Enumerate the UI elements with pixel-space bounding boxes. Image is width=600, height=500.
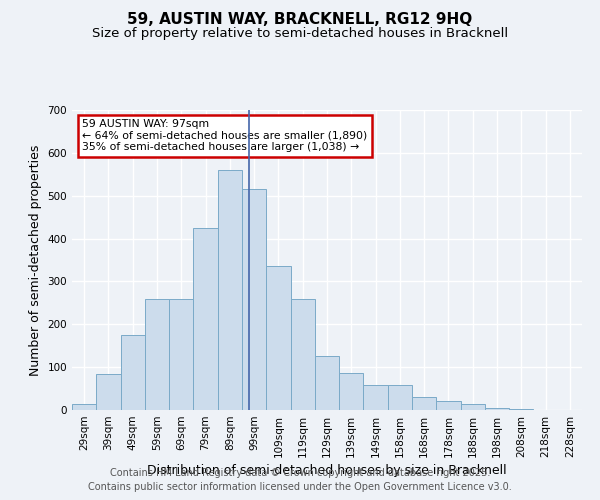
- Bar: [388, 385, 412, 410]
- Bar: [412, 397, 436, 410]
- Text: 59, AUSTIN WAY, BRACKNELL, RG12 9HQ: 59, AUSTIN WAY, BRACKNELL, RG12 9HQ: [127, 12, 473, 28]
- Text: Size of property relative to semi-detached houses in Bracknell: Size of property relative to semi-detach…: [92, 28, 508, 40]
- Bar: [485, 408, 509, 410]
- Bar: [193, 228, 218, 410]
- Bar: [121, 335, 145, 410]
- Bar: [169, 298, 193, 410]
- Bar: [364, 385, 388, 410]
- Bar: [290, 298, 315, 410]
- Bar: [242, 190, 266, 410]
- Bar: [145, 298, 169, 410]
- Bar: [266, 266, 290, 410]
- Text: Contains HM Land Registry data © Crown copyright and database right 2025.
Contai: Contains HM Land Registry data © Crown c…: [88, 468, 512, 492]
- Text: 59 AUSTIN WAY: 97sqm
← 64% of semi-detached houses are smaller (1,890)
35% of se: 59 AUSTIN WAY: 97sqm ← 64% of semi-detac…: [82, 119, 367, 152]
- Bar: [72, 404, 96, 410]
- Bar: [461, 404, 485, 410]
- Bar: [218, 170, 242, 410]
- Bar: [339, 372, 364, 410]
- Y-axis label: Number of semi-detached properties: Number of semi-detached properties: [29, 144, 42, 376]
- Bar: [315, 356, 339, 410]
- Bar: [436, 402, 461, 410]
- X-axis label: Distribution of semi-detached houses by size in Bracknell: Distribution of semi-detached houses by …: [147, 464, 507, 477]
- Bar: [509, 408, 533, 410]
- Bar: [96, 374, 121, 410]
